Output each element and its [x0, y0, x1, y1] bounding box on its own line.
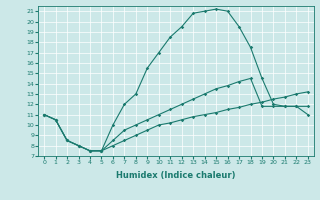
X-axis label: Humidex (Indice chaleur): Humidex (Indice chaleur)	[116, 171, 236, 180]
